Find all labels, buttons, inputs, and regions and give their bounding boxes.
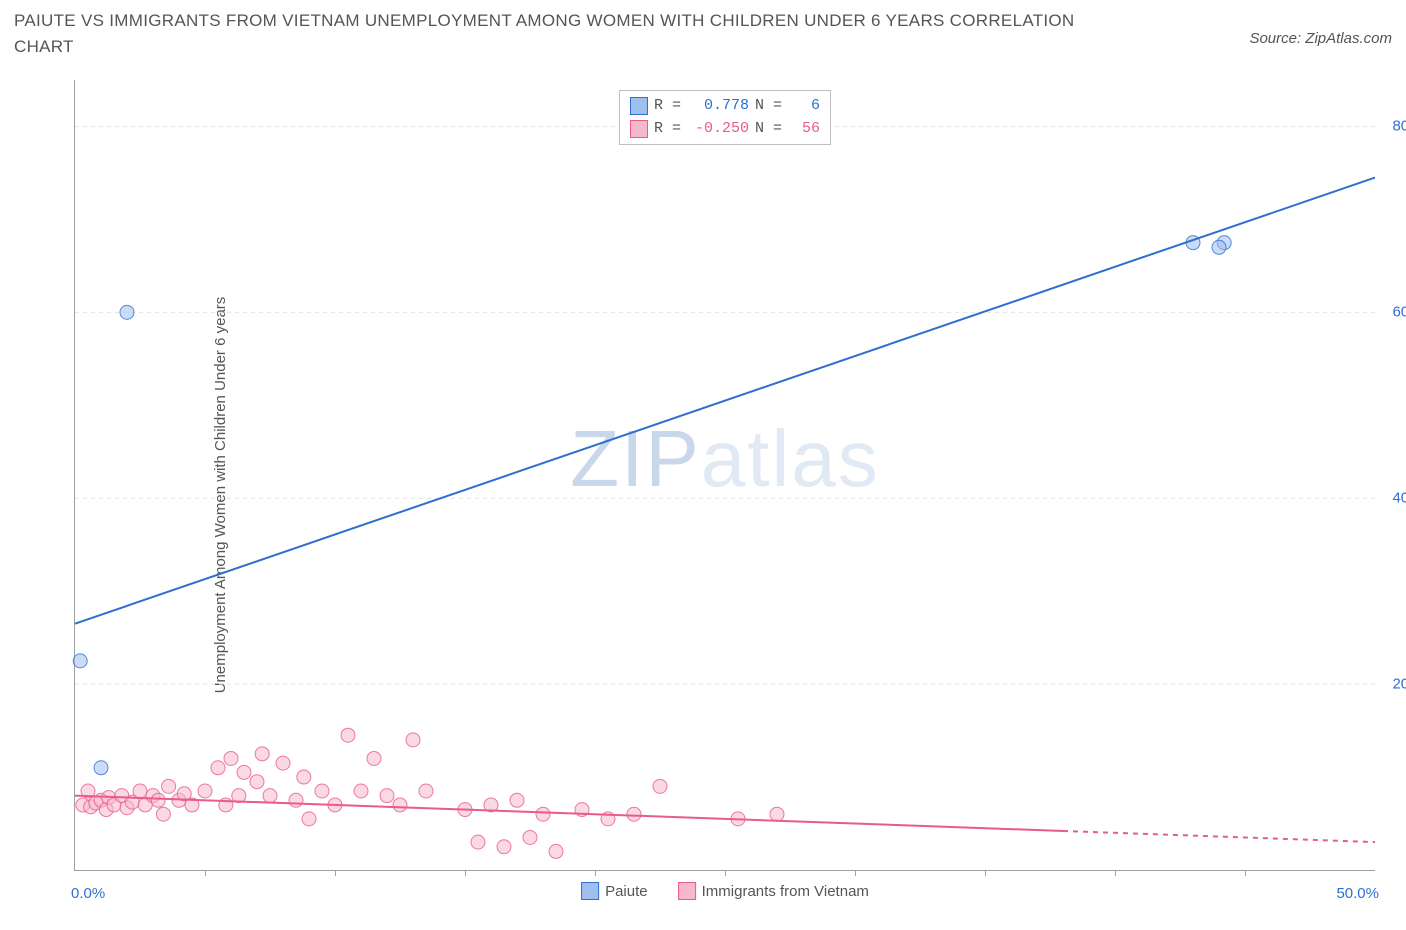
x-tick [595, 870, 596, 876]
legend-r-label: R = [654, 118, 681, 141]
legend-swatch-vietnam [630, 120, 648, 138]
x-tick [855, 870, 856, 876]
chart-container: Unemployment Among Women with Children U… [14, 70, 1392, 920]
x-tick [725, 870, 726, 876]
plot-area: ZIPatlas R = 0.778 N = 6 R = -0.250 N = … [74, 80, 1375, 871]
legend-row-paiute: R = 0.778 N = 6 [630, 95, 820, 118]
series-legend-item-vietnam: Immigrants from Vietnam [678, 882, 869, 900]
chart-title: PAIUTE VS IMMIGRANTS FROM VIETNAM UNEMPL… [14, 8, 1104, 59]
correlation-legend-box: R = 0.778 N = 6 R = -0.250 N = 56 [619, 90, 831, 145]
y-tick-label: 60.0% [1380, 304, 1406, 321]
series-label-paiute: Paiute [605, 883, 648, 900]
series-label-vietnam: Immigrants from Vietnam [702, 883, 869, 900]
y-tick-label: 20.0% [1380, 676, 1406, 693]
legend-r-value-paiute: 0.778 [687, 95, 749, 118]
series-legend-item-paiute: Paiute [581, 882, 648, 900]
series-swatch-vietnam [678, 882, 696, 900]
x-tick [205, 870, 206, 876]
legend-n-label: N = [755, 118, 782, 141]
series-legend: Paiute Immigrants from Vietnam [581, 882, 869, 900]
chart-header: PAIUTE VS IMMIGRANTS FROM VIETNAM UNEMPL… [14, 8, 1392, 59]
legend-swatch-paiute [630, 97, 648, 115]
legend-n-value-paiute: 6 [788, 95, 820, 118]
legend-r-label: R = [654, 95, 681, 118]
x-tick [985, 870, 986, 876]
plot-svg [75, 80, 1375, 870]
legend-n-label: N = [755, 95, 782, 118]
x-tick [1115, 870, 1116, 876]
y-tick-label: 80.0% [1380, 118, 1406, 135]
x-tick [335, 870, 336, 876]
series-swatch-paiute [581, 882, 599, 900]
x-axis-min-label: 0.0% [71, 885, 105, 902]
source-label: Source: ZipAtlas.com [1249, 30, 1392, 47]
legend-row-vietnam: R = -0.250 N = 56 [630, 118, 820, 141]
legend-r-value-vietnam: -0.250 [687, 118, 749, 141]
x-tick [465, 870, 466, 876]
x-tick [1245, 870, 1246, 876]
y-tick-label: 40.0% [1380, 490, 1406, 507]
legend-n-value-vietnam: 56 [788, 118, 820, 141]
x-axis-max-label: 50.0% [1336, 885, 1379, 902]
